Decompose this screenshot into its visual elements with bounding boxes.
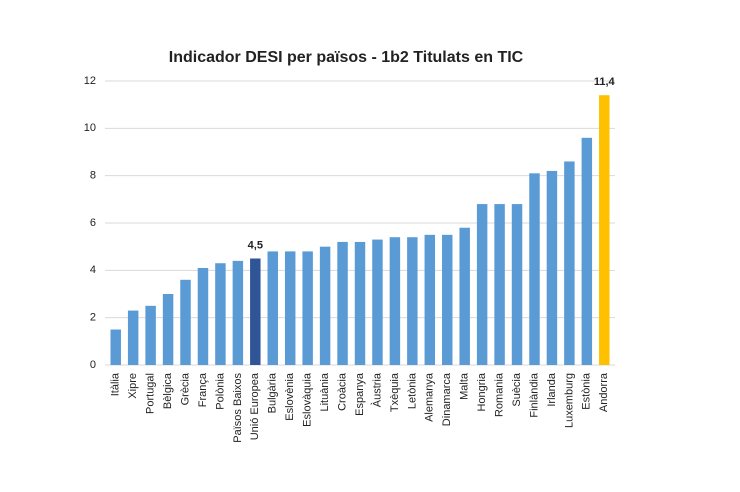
bar (494, 204, 505, 365)
bar (511, 204, 523, 365)
value-label: 11,4 (594, 76, 616, 88)
x-tick-label: Finlàndia (528, 372, 540, 418)
chart-title: Indicador DESI per països - 1b2 Titulats… (169, 49, 524, 66)
bar (197, 267, 209, 365)
y-tick-label: 0 (90, 359, 96, 371)
bar (180, 279, 191, 365)
bar (127, 310, 139, 365)
bar (407, 237, 418, 365)
x-tick-label: Malta (459, 372, 471, 400)
x-tick-label: Portugal (145, 373, 157, 414)
bar (442, 234, 453, 365)
x-tick-label: Lituània (319, 372, 331, 411)
bar (215, 263, 226, 365)
y-tick-label: 10 (84, 122, 96, 134)
bar (354, 241, 366, 365)
x-tick-label: Luxemburg (563, 373, 575, 428)
x-tick-label: Hongria (476, 372, 488, 411)
x-tick-label: Espanya (354, 372, 366, 416)
bar (564, 161, 575, 365)
bar (424, 234, 436, 365)
y-tick-label: 12 (84, 75, 96, 87)
bar (529, 173, 540, 365)
bar (250, 258, 261, 365)
x-tick-label: Txèquia (389, 372, 401, 412)
y-tick-label: 6 (90, 217, 96, 229)
x-tick-label: Suècia (511, 372, 523, 407)
bar (110, 329, 121, 365)
x-tick-label: Bulgària (267, 372, 279, 413)
bar (337, 241, 348, 365)
value-label: 4,5 (248, 239, 263, 251)
x-tick-label: Estònia (581, 372, 593, 410)
x-tick-label: Alemanya (424, 372, 436, 422)
x-tick-label: Grècia (179, 372, 191, 405)
x-tick-label: Polònia (214, 372, 226, 410)
y-tick-label: 8 (90, 170, 96, 182)
y-tick-label: 2 (90, 312, 96, 324)
bar (581, 137, 593, 365)
bar (267, 251, 278, 365)
bar (459, 227, 470, 365)
x-tick-label: Eslovènia (284, 372, 296, 421)
bar (232, 260, 244, 365)
bar (302, 251, 313, 365)
x-tick-label: Bèlgica (162, 372, 174, 409)
y-tick-label: 4 (90, 264, 96, 276)
x-tick-label: França (197, 372, 209, 407)
x-tick-label: Croàcia (336, 372, 348, 411)
x-tick-label: Unió Europea (249, 372, 261, 440)
bar (372, 239, 383, 365)
x-tick-label: Irlanda (546, 372, 558, 407)
x-tick-label: Xipre (127, 373, 139, 399)
bar (476, 204, 488, 365)
x-tick-label: Letònia (406, 372, 418, 409)
x-tick-label: Dinamarca (441, 372, 453, 426)
x-tick-label: Romania (493, 372, 505, 417)
x-tick-label: Eslovàquia (302, 372, 314, 427)
bar (284, 251, 296, 365)
bar (389, 237, 401, 365)
x-tick-label: Països Baixos (232, 373, 244, 443)
x-tick-label: Itàlia (110, 372, 122, 396)
bar (546, 170, 558, 365)
bar (319, 246, 331, 365)
bar (599, 95, 610, 365)
x-tick-label: Andorra (598, 372, 610, 412)
bar (162, 294, 174, 365)
bar (145, 305, 156, 365)
x-tick-label: Àustria (370, 372, 383, 407)
